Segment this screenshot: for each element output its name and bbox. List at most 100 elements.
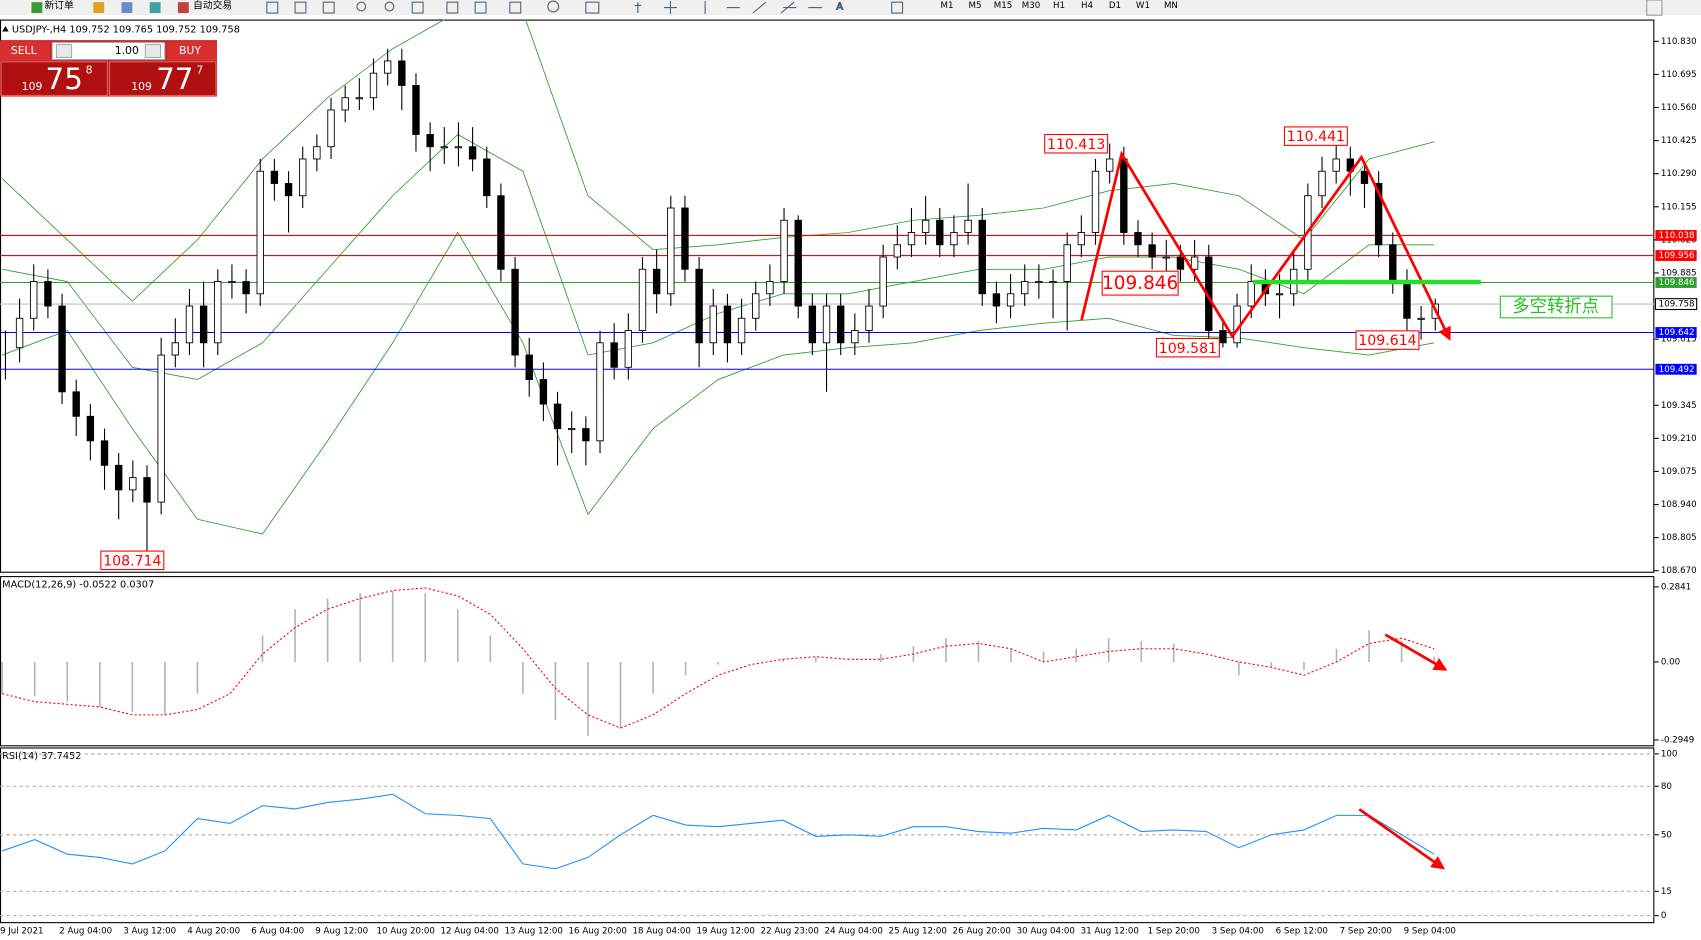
candle-body <box>992 293 1001 307</box>
new-order-button[interactable]: 新订单 <box>44 0 73 11</box>
sell-price-box[interactable] <box>0 61 108 97</box>
x-tick-label: 1 Sep 20:00 <box>1148 926 1200 936</box>
candle-body <box>766 281 774 295</box>
candle-body <box>58 305 66 393</box>
annotation-box <box>1044 133 1109 154</box>
main-plot <box>0 19 1655 560</box>
candle-body <box>596 342 604 442</box>
candle-body <box>879 256 887 307</box>
candle-body <box>199 305 208 344</box>
x-tick-label: 18 Aug 04:00 <box>633 926 691 936</box>
sell-label[interactable]: SELL <box>11 44 37 57</box>
drawing-tools: A <box>266 0 904 15</box>
cursor-tool[interactable] <box>634 2 642 14</box>
search-button[interactable] <box>1646 0 1663 16</box>
axes: 110.830 110.695 110.560 110.425 110.290 110.1… <box>0 37 1698 936</box>
timeframe-button[interactable]: H4 <box>1081 1 1094 11</box>
trendline-tool[interactable] <box>752 1 767 14</box>
tool-icon[interactable] <box>891 1 904 14</box>
timeframe-button[interactable]: MN <box>1164 1 1178 11</box>
timeframe-button[interactable]: M5 <box>969 1 982 11</box>
buy-price-box[interactable] <box>109 61 217 97</box>
candle-body <box>86 415 95 442</box>
timeframe-button[interactable]: H1 <box>1053 1 1065 11</box>
y-tick-label: 110.695 <box>1661 70 1697 80</box>
candle-body <box>851 330 859 344</box>
x-tick-label: 24 Aug 04:00 <box>825 926 883 936</box>
new-order-icon[interactable] <box>31 2 43 14</box>
tool-icon[interactable] <box>294 1 307 14</box>
candle-body <box>794 219 802 307</box>
candle-body <box>299 158 307 197</box>
candle-body <box>1021 281 1029 295</box>
level-label-box <box>1655 327 1697 338</box>
lots-down[interactable] <box>55 43 73 59</box>
toolbar-icon[interactable] <box>121 2 133 14</box>
candle-body <box>1049 281 1057 284</box>
fibo-tool[interactable] <box>780 1 797 14</box>
x-tick-label: 22 Aug 23:00 <box>761 926 819 936</box>
y-tick-label: 80 <box>1661 782 1672 792</box>
tool-icon[interactable] <box>266 1 279 14</box>
y-tick-label: 15 <box>1661 887 1672 897</box>
level-label-box <box>1655 250 1697 261</box>
tool-icon[interactable] <box>411 1 424 14</box>
candle-body <box>426 134 434 148</box>
timeframe-button[interactable]: M1 <box>941 1 954 11</box>
candle-body <box>723 305 732 344</box>
collapse-arrow[interactable] <box>2 26 9 32</box>
zoom-in[interactable] <box>356 1 367 12</box>
candle-body <box>1318 170 1326 197</box>
timeframe-button[interactable]: M15 <box>994 1 1012 11</box>
annotation-box <box>1355 330 1420 350</box>
buy-main: 77 <box>156 62 193 96</box>
candle-body <box>1374 183 1383 246</box>
candle-body <box>553 403 562 430</box>
y-tick-label: 108.670 <box>1661 566 1697 576</box>
tool-icon[interactable] <box>322 1 335 14</box>
buy-button[interactable] <box>167 41 217 61</box>
x-tick-label: 16 Aug 20:00 <box>569 926 627 936</box>
text-tool[interactable]: A <box>836 1 844 13</box>
auto-trading-icon[interactable] <box>177 2 189 14</box>
tool-icon[interactable] <box>509 1 522 14</box>
sell-button[interactable] <box>0 41 50 61</box>
macd-arrow <box>1384 633 1448 671</box>
tool-icon[interactable] <box>474 1 487 14</box>
tool-icon[interactable] <box>547 0 560 13</box>
buy-prefix: 109 <box>131 80 152 93</box>
timeframe-button[interactable]: M30 <box>1022 1 1040 11</box>
macd-header: MACD(12,26,9) -0.0522 0.0307 <box>2 580 154 591</box>
timeframe-button[interactable]: D1 <box>1109 1 1121 11</box>
one-click-trading: SELL 1.00 BUY 109 75 8 109 77 7 <box>0 40 217 97</box>
level-label-box <box>1655 277 1697 288</box>
candle-body <box>383 60 392 74</box>
y-tick-label: 100 <box>1661 749 1678 759</box>
candle-body <box>284 183 293 197</box>
lots-field[interactable] <box>51 41 166 61</box>
candle-body <box>624 330 633 368</box>
crosshair-tool[interactable] <box>663 1 677 15</box>
y-tick-label: 50 <box>1661 830 1672 840</box>
candle-body <box>568 428 576 431</box>
candle-body <box>327 109 335 148</box>
candle-body <box>752 293 760 319</box>
tool-icon[interactable] <box>585 1 600 14</box>
zoom-out[interactable] <box>384 1 395 12</box>
lots-up[interactable] <box>144 43 162 59</box>
rsi-line <box>1 793 1435 870</box>
x-tick-label: 6 Aug 04:00 <box>251 926 304 936</box>
toolbar-icon[interactable] <box>149 2 161 14</box>
toolbar-icon[interactable] <box>93 2 105 14</box>
candle-body <box>1360 170 1369 184</box>
candle-body <box>638 268 647 331</box>
candle-body <box>1120 158 1128 233</box>
lots-value[interactable]: 1.00 <box>115 44 139 57</box>
buy-label[interactable]: BUY <box>179 44 201 57</box>
tool-icon[interactable] <box>446 1 459 14</box>
timeframe-button[interactable]: W1 <box>1136 1 1150 11</box>
auto-trading-button[interactable]: 自动交易 <box>193 0 232 11</box>
y-tick-label: 109.615 <box>1661 335 1697 345</box>
